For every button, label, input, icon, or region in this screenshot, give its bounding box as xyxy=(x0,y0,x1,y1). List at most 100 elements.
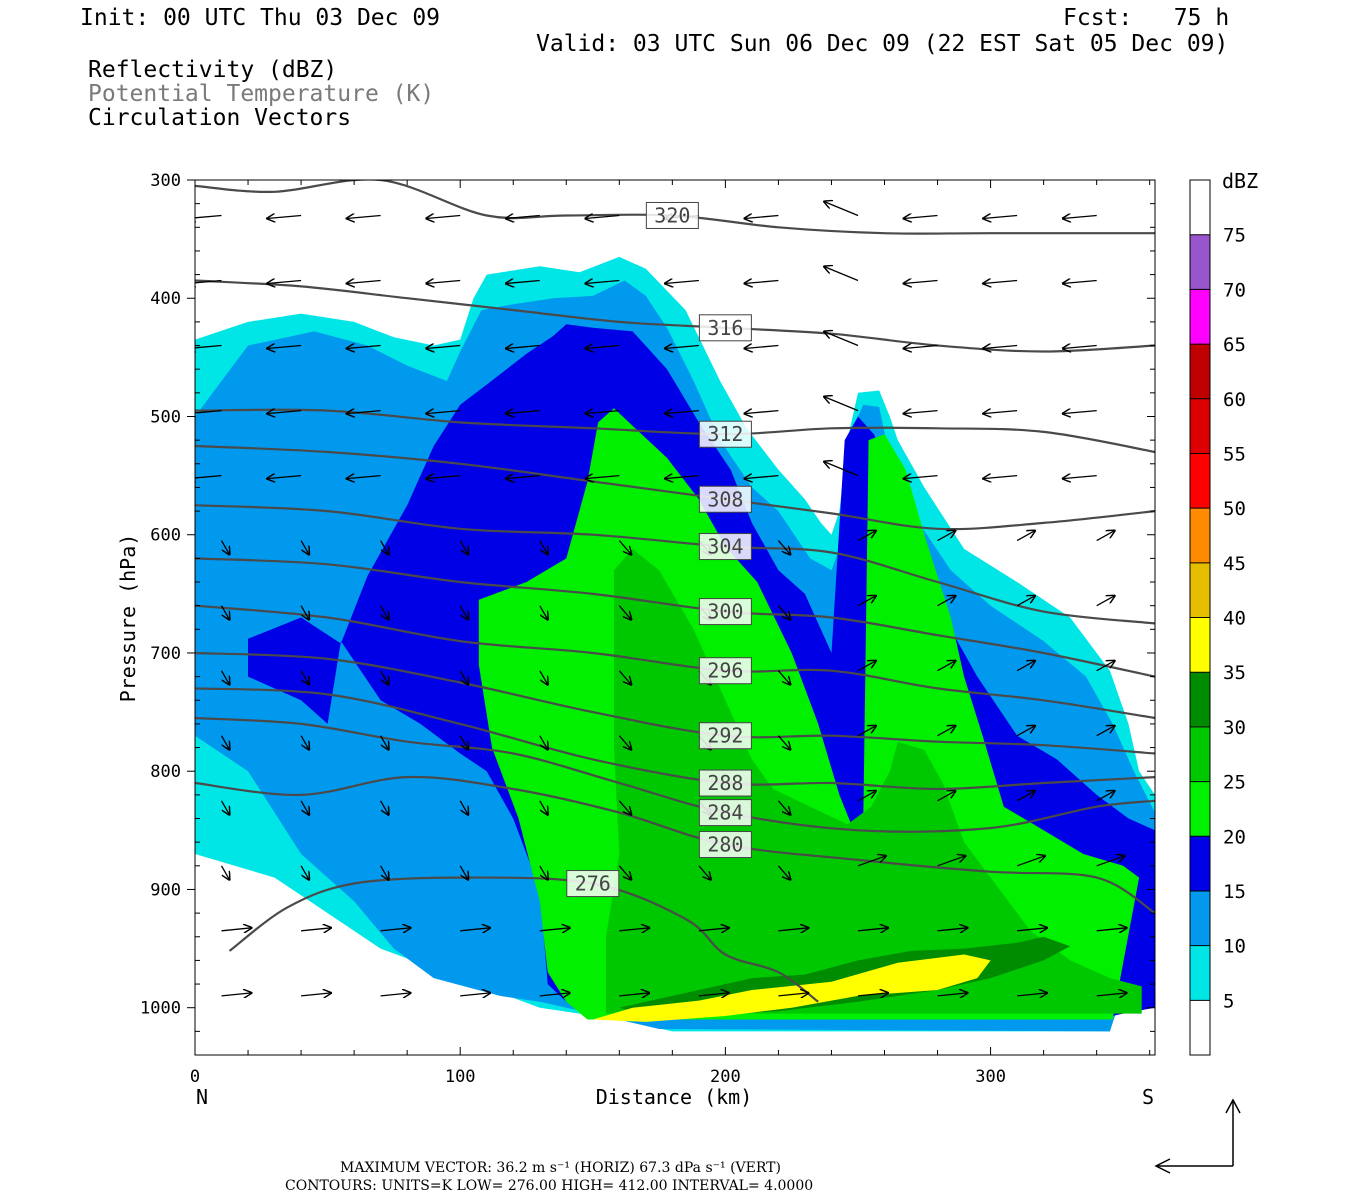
circulation-vector xyxy=(221,928,252,931)
circulation-vector xyxy=(506,346,540,349)
circulation-vector xyxy=(1096,661,1115,672)
plot-frame xyxy=(194,179,1156,1056)
circulation-vector xyxy=(983,476,1018,479)
y-tick-label: 500 xyxy=(150,407,181,427)
theta-contour-320 xyxy=(195,180,1155,235)
circulation-vector xyxy=(618,865,631,880)
svg-text:316: 316 xyxy=(707,316,743,340)
circulation-vector xyxy=(1016,726,1035,737)
colorbar-label: 15 xyxy=(1223,881,1246,903)
circulation-vector xyxy=(220,735,230,750)
svg-text:296: 296 xyxy=(707,659,743,683)
circulation-vector xyxy=(618,540,631,555)
reflectivity-region-35dbz xyxy=(592,954,991,1022)
colorbar-swatch xyxy=(1190,508,1210,563)
circulation-vector xyxy=(459,800,468,815)
circulation-vector xyxy=(300,670,309,685)
circulation-vector xyxy=(777,735,790,750)
circulation-vector xyxy=(539,540,548,555)
circulation-vector xyxy=(1016,531,1035,542)
circulation-vector xyxy=(459,865,468,880)
theta-label-308: 308 xyxy=(698,485,752,513)
circulation-vector xyxy=(195,411,222,414)
x-axis: 0 100 200 300 xyxy=(190,180,1151,1087)
colorbar-swatch xyxy=(1190,180,1210,235)
circulation-vector xyxy=(665,411,699,414)
circulation-vector xyxy=(937,928,968,931)
circulation-vector xyxy=(426,346,461,349)
circulation-vector xyxy=(777,605,790,620)
theta-label-296: 296 xyxy=(698,657,752,685)
colorbar-label: 25 xyxy=(1223,772,1246,794)
circulation-vector xyxy=(347,346,381,349)
circulation-vector xyxy=(665,346,699,349)
circulation-vector xyxy=(937,726,956,737)
circulation-vector xyxy=(937,993,968,996)
circulation-vector xyxy=(267,281,302,284)
colorbar-label: 50 xyxy=(1223,498,1246,520)
circulation-vector xyxy=(937,791,956,802)
circulation-vector xyxy=(904,476,938,479)
circulation-vector xyxy=(904,216,938,219)
svg-text:276: 276 xyxy=(575,872,611,896)
circulation-vector xyxy=(937,856,966,867)
colorbar-label: 10 xyxy=(1223,936,1246,958)
theta-label-288: 288 xyxy=(698,769,752,797)
circulation-vector xyxy=(698,865,711,880)
y-tick-label: 600 xyxy=(150,526,181,546)
circulation-vector xyxy=(300,605,309,620)
circulation-vector xyxy=(983,411,1018,414)
x-tick-label: 300 xyxy=(975,1067,1006,1087)
theta-label-300: 300 xyxy=(698,598,752,626)
y-axis-label: Pressure (hPa) xyxy=(116,534,140,703)
circulation-vector xyxy=(698,928,729,931)
circulation-vector xyxy=(460,993,490,996)
circulation-vector xyxy=(380,670,389,685)
circulation-vector xyxy=(585,411,620,414)
circulation-vector xyxy=(539,670,548,685)
field-potential-temperature: Potential Temperature (K) xyxy=(88,81,435,107)
theta-label-284: 284 xyxy=(698,799,752,827)
y-tick-label: 700 xyxy=(150,644,181,664)
circulation-vector xyxy=(459,540,468,555)
circulation-vector xyxy=(1063,346,1097,349)
circulation-vector xyxy=(937,596,956,607)
circulation-vector xyxy=(267,216,302,219)
colorbar-swatch xyxy=(1190,945,1210,1001)
circulation-vector xyxy=(778,993,808,996)
theta-contour-280 xyxy=(195,775,1155,915)
circulation-vector xyxy=(506,281,540,284)
circulation-vector xyxy=(777,540,790,555)
circulation-vector xyxy=(380,735,389,750)
circulation-vector xyxy=(857,596,876,607)
plot-area: 276 280 284 288 292 296 300 304 308 312 316 320 xyxy=(195,180,1155,1055)
contour-info: CONTOURS: UNITS=K LOW= 276.00 HIGH= 412.… xyxy=(285,1178,813,1194)
colorbar-label: 30 xyxy=(1223,717,1246,739)
circulation-vector xyxy=(195,216,222,219)
svg-text:312: 312 xyxy=(707,422,743,446)
y-tick-label: 1000 xyxy=(140,999,181,1019)
circulation-vector xyxy=(221,993,252,996)
circulation-vector xyxy=(1096,596,1115,607)
init-time: Init: 00 UTC Thu 03 Dec 09 xyxy=(80,5,441,31)
circulation-vector xyxy=(618,605,631,620)
circulation-vector xyxy=(426,281,461,284)
colorbar-swatch xyxy=(1190,781,1210,837)
colorbar-swatch xyxy=(1190,1000,1210,1055)
svg-text:292: 292 xyxy=(707,724,743,748)
circulation-vector xyxy=(857,791,876,802)
svg-text:304: 304 xyxy=(707,535,743,559)
y-tick-label: 800 xyxy=(150,762,181,782)
reference-vertical-arrowhead xyxy=(1225,1098,1241,1114)
x-tick-label: 0 xyxy=(190,1067,200,1087)
circulation-vector xyxy=(1096,791,1115,802)
circulation-vector xyxy=(857,531,876,542)
y-tick-label: 900 xyxy=(150,880,181,900)
svg-text:280: 280 xyxy=(707,833,743,857)
y-tick-label: 400 xyxy=(150,289,181,309)
circulation-vector xyxy=(1063,216,1097,219)
colorbar-swatch xyxy=(1190,562,1210,618)
circulation-vector xyxy=(619,993,649,996)
colorbar-swatch xyxy=(1190,289,1210,345)
